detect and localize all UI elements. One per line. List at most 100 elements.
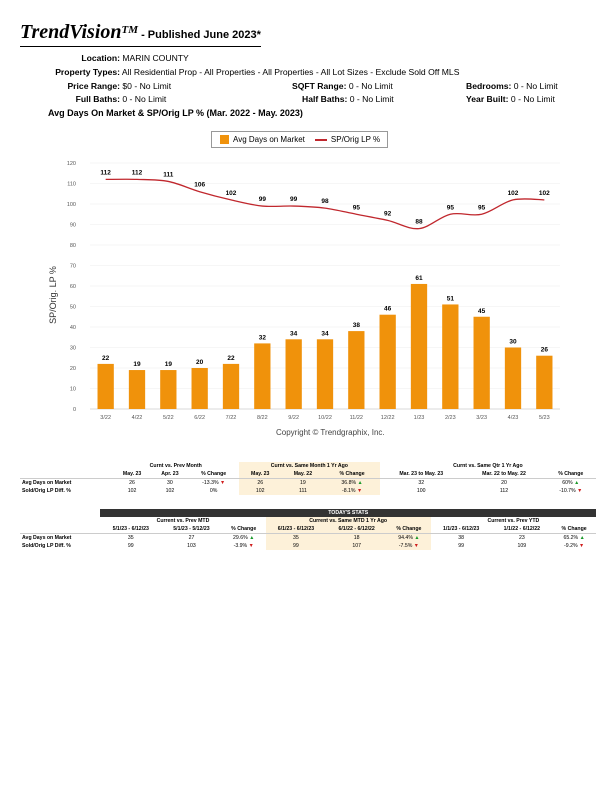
table-cell: 99 <box>458 543 464 549</box>
line-value-label: 112 <box>100 169 111 176</box>
table-cell: 107 <box>326 542 387 550</box>
y-tick-label: 40 <box>70 325 76 331</box>
legend-line-swatch <box>314 138 327 141</box>
row-label: Avg Days on Market <box>22 535 72 541</box>
bar <box>348 331 365 409</box>
trend-up-icon: ▲ <box>356 480 363 486</box>
stats-table-today: TODAY'S STATS Current vs. Prev MTD Current… <box>20 509 596 550</box>
series-line <box>105 178 545 230</box>
criteria-year-built: Year Built: 0 - No Limit <box>466 94 555 104</box>
criteria-price-range: Price Range: $0 - No Limit <box>67 81 172 91</box>
bar <box>160 370 177 409</box>
table-cell: 99 <box>127 543 134 549</box>
chart-canvas: 0 10 20 30 40 50 60 70 80 90 100 110 120 22 19 19 20 22 32… <box>67 161 560 421</box>
line-value-label: 95 <box>478 204 486 211</box>
x-tick-label: 5/22 <box>163 415 174 421</box>
col-spacer <box>20 470 113 479</box>
bar <box>473 316 490 409</box>
table-cell: 111 <box>281 487 325 495</box>
line-value-label: 92 <box>384 210 392 217</box>
table-cell: 103 <box>187 543 196 549</box>
bar-value-label: 30 <box>509 339 517 346</box>
trademark: TM <box>121 24 139 36</box>
trend-down-icon: ▼ <box>218 480 226 486</box>
table-cell: 102 <box>165 488 175 494</box>
bar <box>222 363 240 409</box>
legend-bar-swatch <box>220 135 229 145</box>
table-cell: 112 <box>499 488 509 494</box>
bar-value-label: 61 <box>415 275 423 282</box>
chart-title: Avg Days On Market & SP/Orig LP % (Mar. … <box>48 108 303 118</box>
y-tick-label: 20 <box>70 366 76 372</box>
table-row: Avg Days on Market 35 27 29.6% ▲ 35 18 94.4% ▲… <box>20 533 596 542</box>
line-value-label: 102 <box>508 190 519 197</box>
y-tick-label: 50 <box>70 305 76 311</box>
bar <box>442 304 459 409</box>
line-value-label: 106 <box>194 182 205 189</box>
y-tick-label: 30 <box>70 346 76 352</box>
table-cell: 35 <box>265 533 327 542</box>
table-cell: 102 <box>238 487 282 495</box>
line-value-label: 99 <box>259 196 267 203</box>
group-header: Curnt vs. Same Month 1 Yr Ago <box>238 462 380 470</box>
table-cell: 35 <box>127 535 134 541</box>
table-cell: 99 <box>265 542 327 550</box>
trend-down-icon: ▼ <box>577 543 585 549</box>
trend-down-icon: ▼ <box>575 488 583 494</box>
table-cell: 30 <box>167 480 173 486</box>
trend-down-icon: ▼ <box>355 488 363 494</box>
y-tick-label: 120 <box>67 161 76 167</box>
column-header: Mar. 23 to May. 23 <box>379 470 463 479</box>
x-tick-label: 11/22 <box>350 415 363 421</box>
bar-value-label: 20 <box>196 359 204 366</box>
x-tick-label: 8/22 <box>257 415 268 421</box>
line-value-label: 111 <box>163 171 174 178</box>
line-value-label: 112 <box>132 169 143 176</box>
table-cell: -10.7% ▼ <box>559 488 583 494</box>
table-cell: -9.2% ▼ <box>564 543 585 549</box>
x-tick-label: 6/22 <box>194 415 205 421</box>
x-tick-label: 7/22 <box>226 415 237 421</box>
row-label: Sold/Orig LP Diff. % <box>22 488 71 494</box>
table-cell: 32 <box>418 480 425 486</box>
table-cell: -3.9% ▼ <box>233 543 254 549</box>
table-cell: -8.1% ▼ <box>324 487 380 495</box>
bar-value-label: 51 <box>447 295 455 302</box>
x-tick-label: 2/23 <box>445 415 456 421</box>
x-tick-label: 5/23 <box>539 415 550 421</box>
criteria-location: Location: MARIN COUNTY <box>81 53 189 63</box>
bar <box>254 343 271 409</box>
bar-value-label: 34 <box>321 330 329 337</box>
table-cell: 60% ▲ <box>562 480 580 486</box>
bar-value-label: 26 <box>541 347 549 354</box>
trend-up-icon: ▲ <box>572 480 580 486</box>
column-header: 1/1/22 - 6/12/22 <box>491 525 553 534</box>
column-header: % Change <box>387 525 431 534</box>
table-cell: 29.6% ▲ <box>233 535 255 541</box>
x-tick-label: 12/22 <box>381 415 395 421</box>
line-value-label: 102 <box>539 190 550 197</box>
legend-bar-entry: Avg Days on Market <box>220 135 305 145</box>
y-tick-label: 10 <box>70 387 76 393</box>
x-tick-label: 1/23 <box>414 415 425 421</box>
y-tick-label: 80 <box>70 243 76 249</box>
line-value-label: 95 <box>447 204 455 211</box>
bar-value-label: 32 <box>259 334 267 341</box>
bar-value-label: 46 <box>384 306 392 313</box>
criteria-sqft-range: SQFT Range: 0 - No Limit <box>292 81 393 91</box>
column-header: % Change <box>545 470 596 479</box>
col-spacer <box>20 525 101 534</box>
table-row: Sold/Orig LP Diff. % 99 103 -3.9% ▼ 99 107 -7.… <box>20 542 596 550</box>
table-cell: 102 <box>127 488 137 494</box>
group-header: Curnt vs. Same Qtr 1 Yr Ago <box>453 463 523 469</box>
column-header: 6/1/23 - 6/12/23 <box>265 525 327 534</box>
line-value-label: 98 <box>321 198 329 205</box>
bar <box>536 355 553 409</box>
table-row: Avg Days on Market 26 30 -13.3% ▼ 26 19 36.8% … <box>20 478 596 487</box>
y-tick-label: 60 <box>70 284 76 290</box>
bar-value-label: 19 <box>133 361 141 368</box>
criteria-bedrooms: Bedrooms: 0 - No Limit <box>466 81 558 91</box>
trend-up-icon: ▲ <box>412 535 420 541</box>
table-cell: 0% <box>209 488 218 494</box>
criteria-half-baths: Half Baths: 0 - No Limit <box>302 94 394 104</box>
